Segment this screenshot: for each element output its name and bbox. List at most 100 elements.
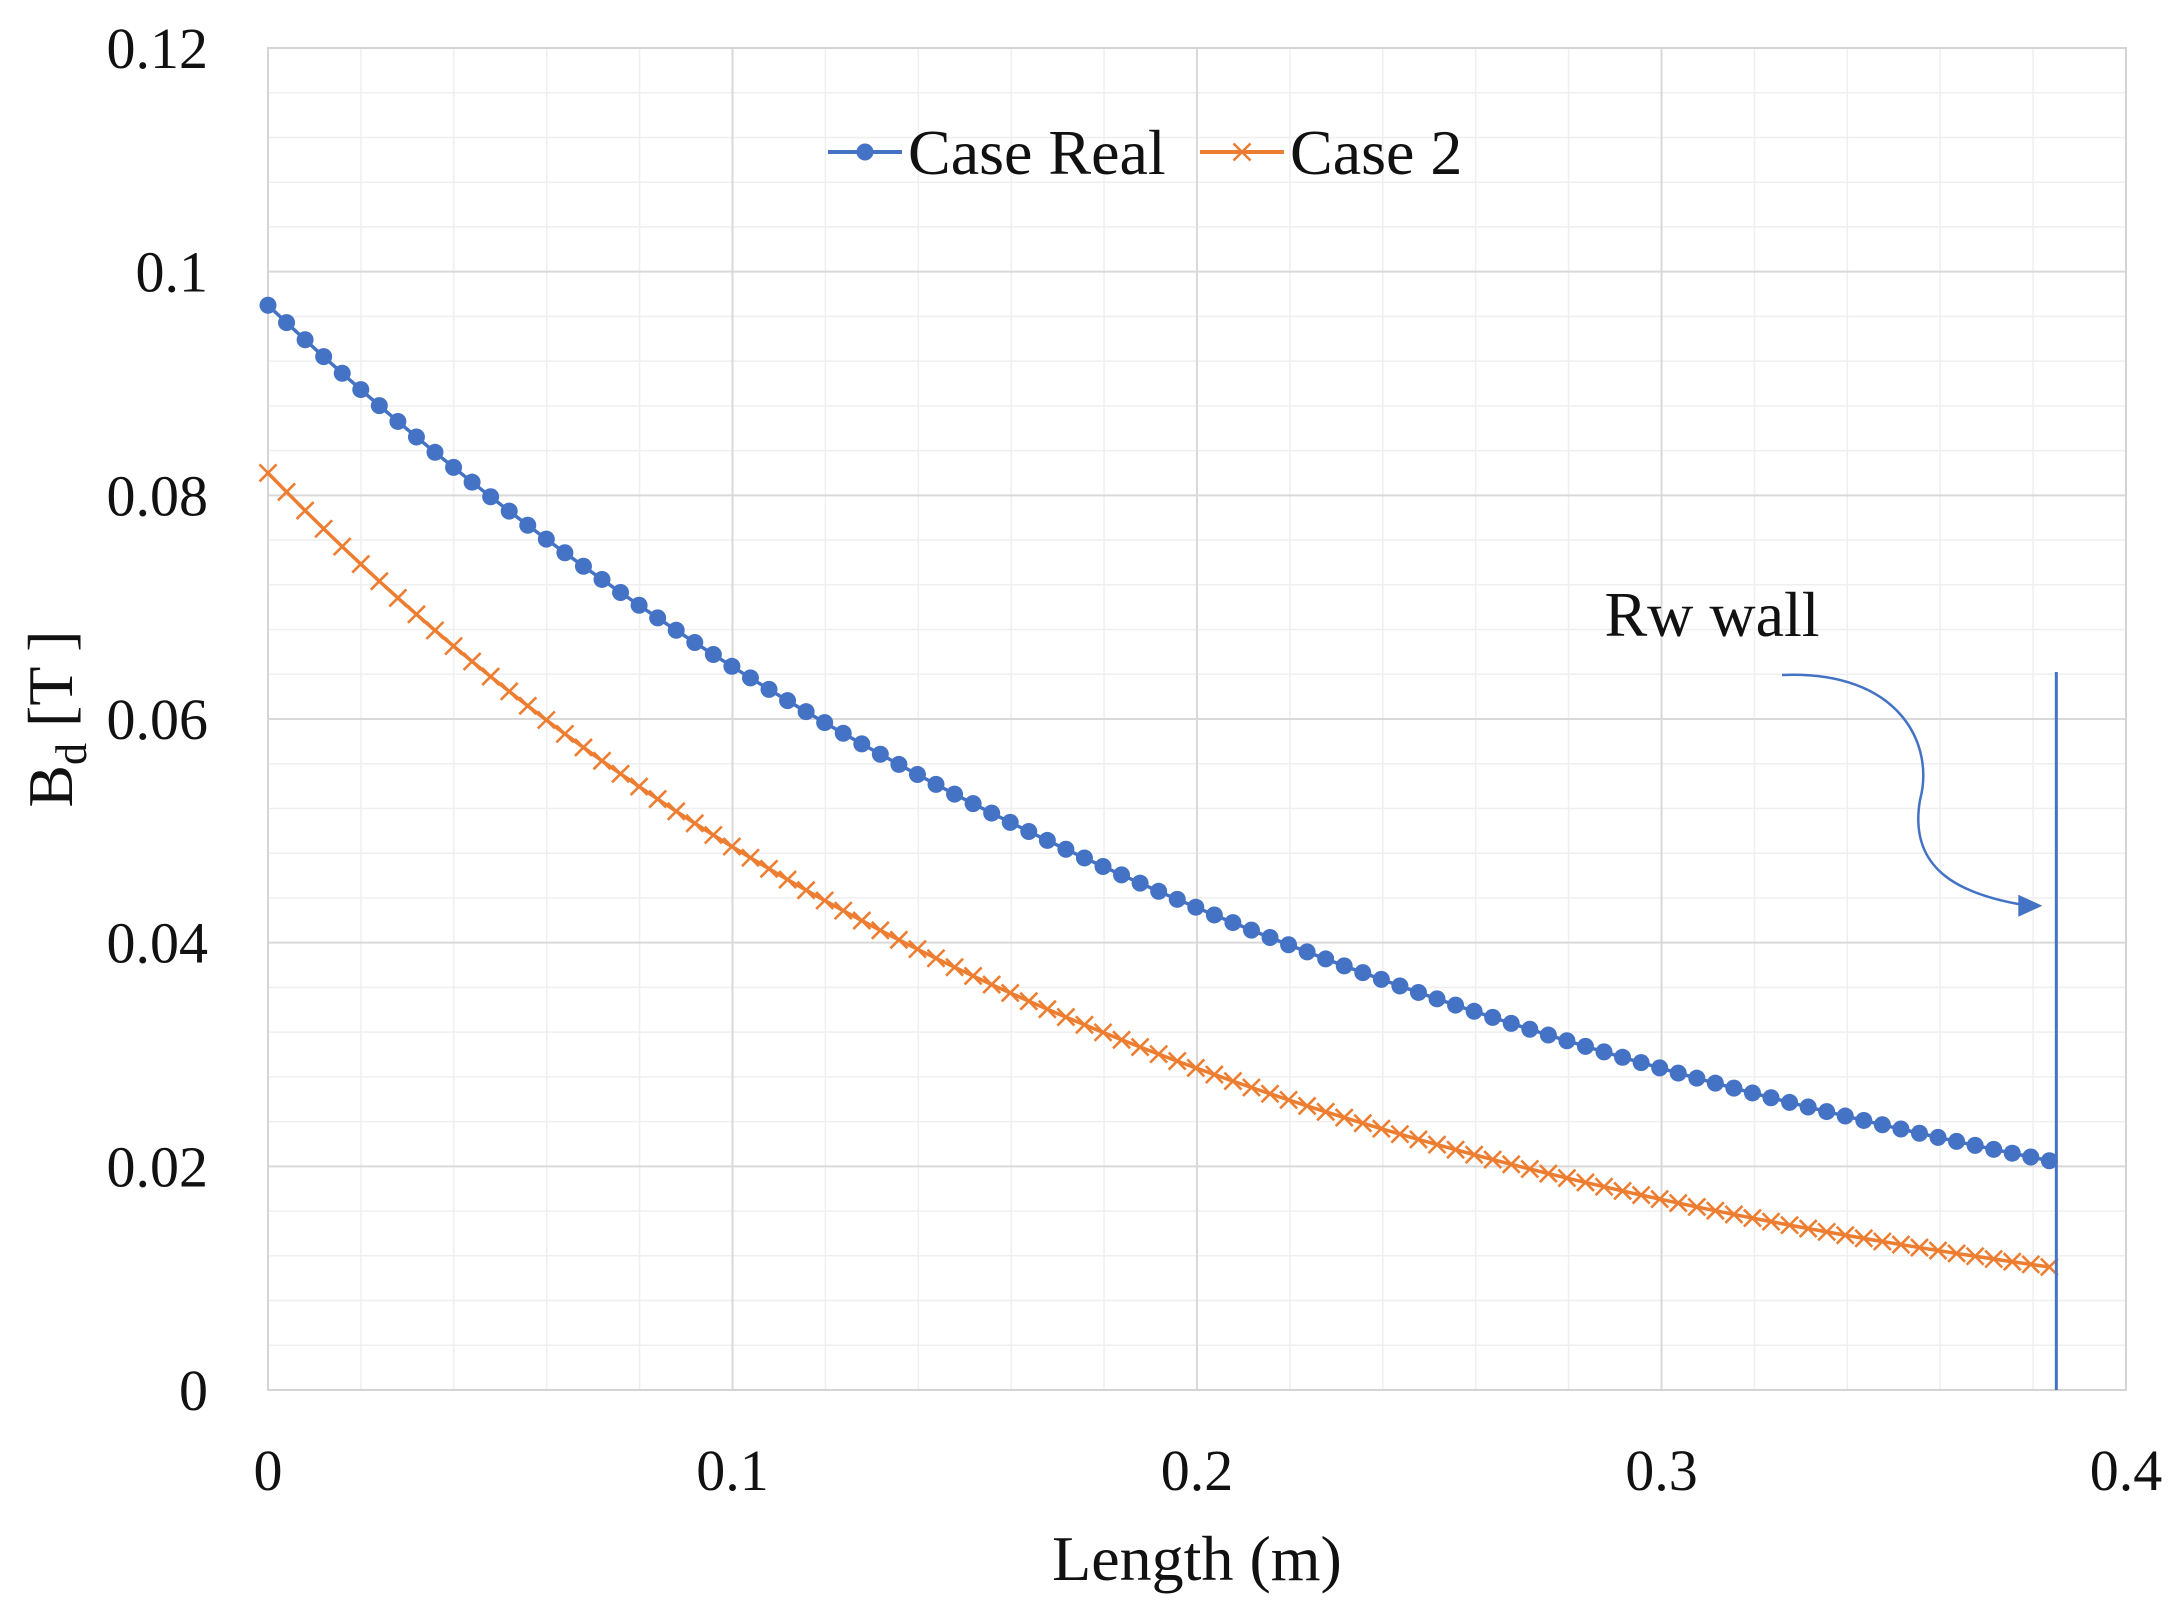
data-point-case-2: [1297, 1096, 1317, 1116]
data-point-case-2-stroke-b: [1891, 1235, 1911, 1254]
data-point-case-2-stroke-b: [1910, 1238, 1929, 1257]
data-point-case-2: [648, 789, 668, 809]
data-point-case-2: [1705, 1201, 1725, 1221]
data-point-case-2: [1965, 1246, 1985, 1266]
data-point-case-2: [1260, 1084, 1280, 1104]
y-tick-label: 0.1: [136, 240, 209, 305]
data-point-case-2: [666, 801, 686, 821]
data-point-case-2: [1353, 1113, 1373, 1133]
data-point-case-2-stroke-b: [444, 636, 463, 656]
x-axis-title: Length (m): [1052, 1523, 1342, 1594]
data-point-case-real: [1465, 1002, 1483, 1020]
data-point-case-real: [1113, 866, 1131, 884]
data-point-case-real: [407, 428, 425, 446]
data-point-case-2: [1743, 1208, 1762, 1228]
data-point-case-2: [518, 696, 538, 716]
data-point-case-2: [1446, 1140, 1465, 1160]
data-point-case-2-stroke-b: [629, 777, 649, 796]
data-point-case-real: [1038, 831, 1056, 849]
data-point-case-2: [258, 463, 278, 483]
data-point-case-real: [482, 488, 500, 506]
data-point-case-real: [964, 795, 982, 813]
data-point-case-2-stroke-b: [1242, 1078, 1261, 1097]
data-point-case-real: [519, 516, 537, 534]
data-point-case-2-stroke-b: [1371, 1119, 1391, 1139]
data-point-case-2-stroke-b: [518, 696, 538, 716]
data-point-case-real: [1280, 936, 1298, 954]
y-tick-label: 0.02: [107, 1134, 209, 1199]
data-point-case-2-stroke-b: [963, 966, 983, 986]
data-point-case-real: [2022, 1148, 2040, 1166]
data-point-case-real: [1224, 914, 1242, 932]
data-point-case-2-stroke-b: [1260, 1084, 1280, 1104]
data-point-case-2-stroke-b: [1149, 1044, 1169, 1064]
data-point-case-real: [760, 680, 778, 698]
data-point-case-2: [1947, 1243, 1966, 1263]
data-point-case-2-stroke-b: [314, 519, 334, 539]
data-point-case-2: [815, 891, 835, 910]
data-point-case-real: [1669, 1064, 1687, 1082]
data-point-case-2-stroke-b: [1446, 1140, 1465, 1160]
data-point-case-real: [741, 669, 759, 687]
data-point-case-2-stroke-b: [1705, 1201, 1725, 1221]
data-point-case-2-stroke-b: [1761, 1212, 1781, 1232]
data-point-case-real: [1242, 921, 1260, 939]
data-point-case-2-stroke-b: [574, 738, 593, 757]
data-point-case-2-stroke-b: [1872, 1232, 1892, 1251]
data-point-case-2: [1223, 1071, 1243, 1091]
data-point-case-2-stroke-b: [1835, 1225, 1855, 1245]
y-tick-label: 0: [179, 1358, 208, 1423]
data-point-case-real: [1168, 890, 1186, 908]
data-point-case-2-stroke-b: [982, 975, 1002, 994]
data-point-case-2: [1019, 991, 1039, 1011]
data-point-case-real: [463, 473, 481, 491]
data-point-case-2: [1613, 1181, 1632, 1201]
data-point-case-2-stroke-b: [1854, 1228, 1874, 1248]
data-point-case-2-stroke-b: [1947, 1243, 1966, 1263]
data-point-case-2: [574, 738, 593, 757]
data-point-case-real: [1298, 943, 1316, 961]
data-point-case-real: [946, 785, 964, 803]
rw-wall-label: Rw wall: [1604, 579, 1819, 650]
legend-label-case-real: Case Real: [908, 117, 1166, 188]
data-point-case-real: [779, 692, 797, 710]
data-point-case-2-stroke-b: [388, 588, 408, 608]
data-point-case-real: [1484, 1008, 1502, 1026]
data-point-case-2-stroke-b: [945, 957, 964, 977]
legend-label-case-2: Case 2: [1290, 117, 1462, 188]
series-layer: [258, 296, 2059, 1277]
series-markers-case-2: [258, 463, 2059, 1277]
data-point-case-2: [295, 501, 315, 520]
data-point-case-2: [1204, 1065, 1224, 1084]
data-point-case-real: [871, 745, 889, 763]
data-point-case-2: [1149, 1044, 1169, 1064]
data-point-case-2: [852, 911, 872, 930]
rw-wall-arrow: [1781, 673, 2029, 907]
data-point-case-2-stroke-b: [332, 537, 352, 557]
data-point-case-2: [407, 604, 426, 624]
data-point-case-real: [1428, 990, 1446, 1008]
data-point-case-real: [259, 296, 277, 314]
data-point-case-real: [1725, 1079, 1743, 1097]
data-point-case-2-stroke-b: [1984, 1249, 2004, 1269]
y-axis-title-subscript: d: [47, 743, 96, 765]
data-point-case-2: [796, 880, 816, 900]
data-point-case-2-stroke-b: [462, 652, 482, 671]
data-point-case-2-stroke-b: [2002, 1252, 2022, 1272]
data-point-case-2: [1780, 1215, 1799, 1235]
data-point-case-2-stroke-b: [796, 880, 816, 900]
data-point-case-2-stroke-b: [815, 891, 835, 910]
data-point-case-2: [2021, 1254, 2041, 1274]
data-point-case-2: [629, 777, 649, 796]
data-point-case-2: [1798, 1219, 1818, 1238]
data-point-case-2: [1464, 1145, 1484, 1165]
data-point-case-2: [592, 751, 612, 771]
legend-marker-case-real: [856, 143, 874, 161]
data-point-case-2-stroke-b: [1390, 1124, 1410, 1144]
data-point-case-2-stroke-b: [1538, 1164, 1558, 1183]
data-point-case-real: [1632, 1054, 1650, 1072]
data-point-case-real: [1966, 1136, 1984, 1154]
data-point-case-2: [889, 930, 909, 950]
data-point-case-real: [1205, 906, 1223, 924]
